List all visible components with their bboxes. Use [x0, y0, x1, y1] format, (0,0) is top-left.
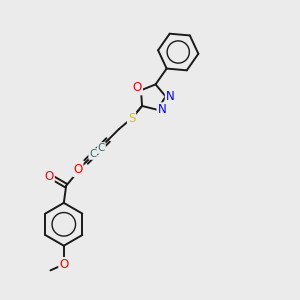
Text: C: C: [89, 149, 97, 159]
Text: O: O: [73, 163, 83, 176]
Text: O: O: [59, 258, 68, 271]
Text: S: S: [128, 112, 135, 125]
Text: O: O: [45, 170, 54, 183]
Text: C: C: [98, 143, 105, 153]
Text: O: O: [133, 81, 142, 94]
Text: N: N: [158, 103, 166, 116]
Text: N: N: [166, 90, 175, 103]
